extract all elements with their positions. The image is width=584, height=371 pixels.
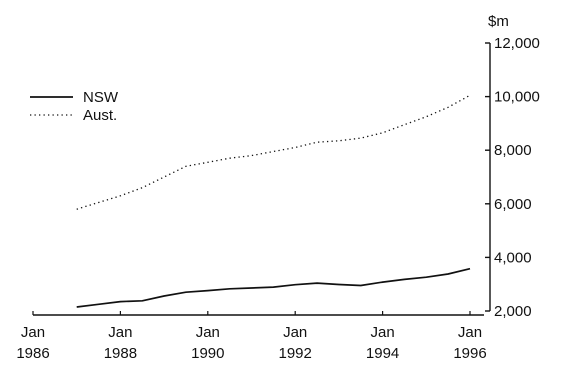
y-tick-label: 12,000 bbox=[494, 35, 540, 52]
x-tick-label-month: Jan bbox=[21, 324, 45, 341]
x-tick-label-year: 1992 bbox=[279, 345, 312, 362]
legend-label: NSW bbox=[83, 89, 119, 106]
y-tick-label: 8,000 bbox=[494, 142, 532, 159]
x-tick-label-month: Jan bbox=[458, 324, 482, 341]
y-axis-unit: $m bbox=[488, 13, 509, 30]
x-tick-label-year: 1986 bbox=[16, 345, 49, 362]
series-line-aust bbox=[76, 94, 471, 210]
x-tick-label-month: Jan bbox=[196, 324, 220, 341]
legend-label: Aust. bbox=[83, 107, 117, 124]
series-line-nsw bbox=[76, 267, 471, 308]
series-lines bbox=[76, 94, 471, 308]
axes: 2,000 4,000 6,000 8,000 10,000 12,000 $m Jan 198… bbox=[16, 13, 540, 362]
x-tick-label-year: 1994 bbox=[366, 345, 399, 362]
x-tick-label-year: 1988 bbox=[104, 345, 137, 362]
x-tick-label-month: Jan bbox=[108, 324, 132, 341]
x-tick-label-month: Jan bbox=[283, 324, 307, 341]
y-tick-label: 2,000 bbox=[494, 303, 532, 320]
y-tick-label: 10,000 bbox=[494, 89, 540, 106]
x-tick-label-year: 1990 bbox=[191, 345, 224, 362]
x-tick-label-year: 1996 bbox=[453, 345, 486, 362]
y-tick-label: 4,000 bbox=[494, 249, 532, 266]
x-tick-label-month: Jan bbox=[371, 324, 395, 341]
y-tick-label: 6,000 bbox=[494, 196, 532, 213]
